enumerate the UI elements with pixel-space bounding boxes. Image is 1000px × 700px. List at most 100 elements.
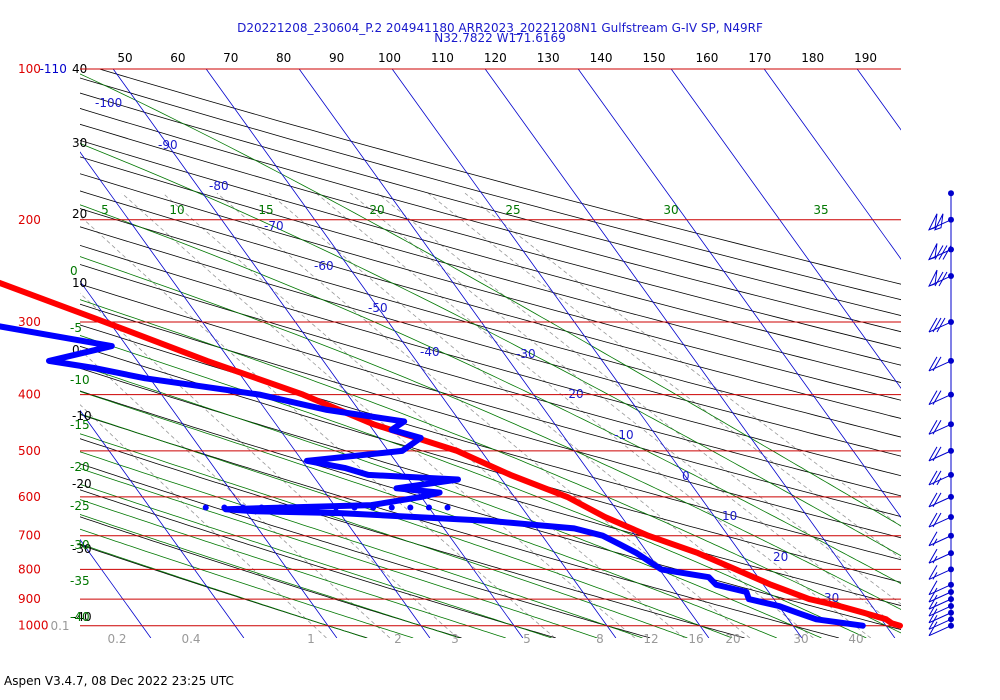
isotherm xyxy=(80,280,338,638)
moist-scale-label: -25 xyxy=(70,499,90,513)
isotherm-label: -30 xyxy=(516,347,536,361)
moist-adiabat xyxy=(80,143,901,557)
pressure-tick-label: 1000 xyxy=(18,619,49,633)
dry-adiabat xyxy=(80,414,840,638)
left-scale-label: -30 xyxy=(72,542,92,556)
moist-adiabat xyxy=(80,433,688,638)
grid xyxy=(0,69,901,638)
moist-adiabat xyxy=(80,73,901,527)
isotherm-label: 20 xyxy=(773,550,788,564)
wind-barb xyxy=(928,594,952,610)
mixing-ratio-label: 5 xyxy=(523,632,531,646)
left-scale-label: -10 xyxy=(72,409,92,423)
dewpoint-dot xyxy=(239,504,246,511)
moist-adiabat xyxy=(80,513,460,638)
dry-adiabat xyxy=(80,92,901,316)
dry-adiabat xyxy=(80,108,901,333)
mixing-ratio-label: 0.1 xyxy=(50,619,69,633)
moist-scale-label: -15 xyxy=(70,418,90,432)
wind-barb xyxy=(928,356,952,372)
dewpoint-dot xyxy=(444,504,451,511)
isotherm-label: -20 xyxy=(564,387,584,401)
top-scale-label: 120 xyxy=(484,51,507,65)
dry-adiabat xyxy=(80,139,901,366)
left-scale-label: -20 xyxy=(72,477,92,491)
moist-adiabat-label: 15 xyxy=(258,203,273,217)
mixing-ratio-line xyxy=(121,192,636,638)
isotherm-label: -80 xyxy=(209,179,229,193)
isotherm xyxy=(763,69,901,260)
moist-adiabat-label: 25 xyxy=(505,203,520,217)
moist-adiabat-label: 5 xyxy=(101,203,109,217)
top-scale-label: 110 xyxy=(431,51,454,65)
moist-scale-label: 0 xyxy=(70,264,78,278)
pressure-tick-label: 600 xyxy=(18,490,41,504)
moist-adiabat-label: 30 xyxy=(663,203,678,217)
top-scale-label: 130 xyxy=(537,51,560,65)
mixing-ratio-label: 1 xyxy=(307,632,315,646)
mixing-ratio-line xyxy=(268,192,814,638)
dry-adiabat xyxy=(80,264,901,497)
pressure-tick-label: 300 xyxy=(18,315,41,329)
mixing-ratio-line xyxy=(427,192,901,560)
dewpoint-profile xyxy=(0,323,866,629)
top-scale-label: 190 xyxy=(854,51,877,65)
wind-barb xyxy=(928,420,952,435)
dry-adiabat xyxy=(80,367,901,606)
moist-adiabat xyxy=(80,528,414,638)
isotherm xyxy=(298,69,710,638)
moist-adiabat-label: 10 xyxy=(169,203,184,217)
mixing-ratio-line xyxy=(162,192,685,638)
dewpoint-dot xyxy=(202,504,209,511)
dry-adiabat xyxy=(80,208,901,438)
left-scale-label: 10 xyxy=(72,276,87,290)
wind-barb xyxy=(928,512,952,528)
wind-barb xyxy=(928,580,952,596)
isotherm xyxy=(856,69,901,131)
mixing-ratio-label: 3 xyxy=(451,632,459,646)
moist-scale-label: -40 xyxy=(70,610,90,624)
moist-adiabat xyxy=(80,256,901,610)
moist-scale-label: -30 xyxy=(70,538,90,552)
mixing-ratio-line xyxy=(80,404,327,638)
left-scale-label: 0 xyxy=(72,343,80,357)
wind-barb xyxy=(928,587,952,603)
isotherm-label: -70 xyxy=(264,219,284,233)
mixing-ratio-label: 30 xyxy=(793,632,808,646)
dry-adiabat xyxy=(80,156,901,383)
dry-adiabat xyxy=(80,173,901,401)
dry-adiabat xyxy=(80,283,901,517)
dry-adiabat xyxy=(80,463,651,638)
pressure-tick-label: 200 xyxy=(18,213,41,227)
isotherm-label: -90 xyxy=(158,138,178,152)
moist-scale-label: -10 xyxy=(70,373,90,387)
top-scale-label: 150 xyxy=(643,51,666,65)
top-scale-label: 160 xyxy=(695,51,718,65)
left-scale-label: 30 xyxy=(72,136,87,150)
dewpoint-dot xyxy=(388,504,395,511)
pressure-tick-label: 900 xyxy=(18,592,41,606)
left-scale-label: -40 xyxy=(72,610,92,624)
wind-barb xyxy=(928,621,952,637)
isotherm-label: -50 xyxy=(368,301,388,315)
wind-barb xyxy=(928,243,952,261)
isotherm xyxy=(80,538,152,638)
dewpoint-dot xyxy=(332,504,339,511)
dewpoint-dot xyxy=(370,504,377,511)
dry-adiabat xyxy=(80,303,901,539)
top-scale-label: 60 xyxy=(170,51,185,65)
mixing-ratio-line xyxy=(80,215,556,638)
dewpoint-dot xyxy=(258,504,265,511)
top-scale-label: 170 xyxy=(748,51,771,65)
top-scale-label: 100 xyxy=(378,51,401,65)
pressure-tick-label: 700 xyxy=(18,529,41,543)
dry-adiabat xyxy=(80,226,901,457)
isotherm xyxy=(0,69,58,638)
isotherm-label: 10 xyxy=(722,509,737,523)
wind-barb xyxy=(928,608,952,624)
isotherm xyxy=(112,69,524,638)
isotherm-label: -10 xyxy=(614,428,634,442)
